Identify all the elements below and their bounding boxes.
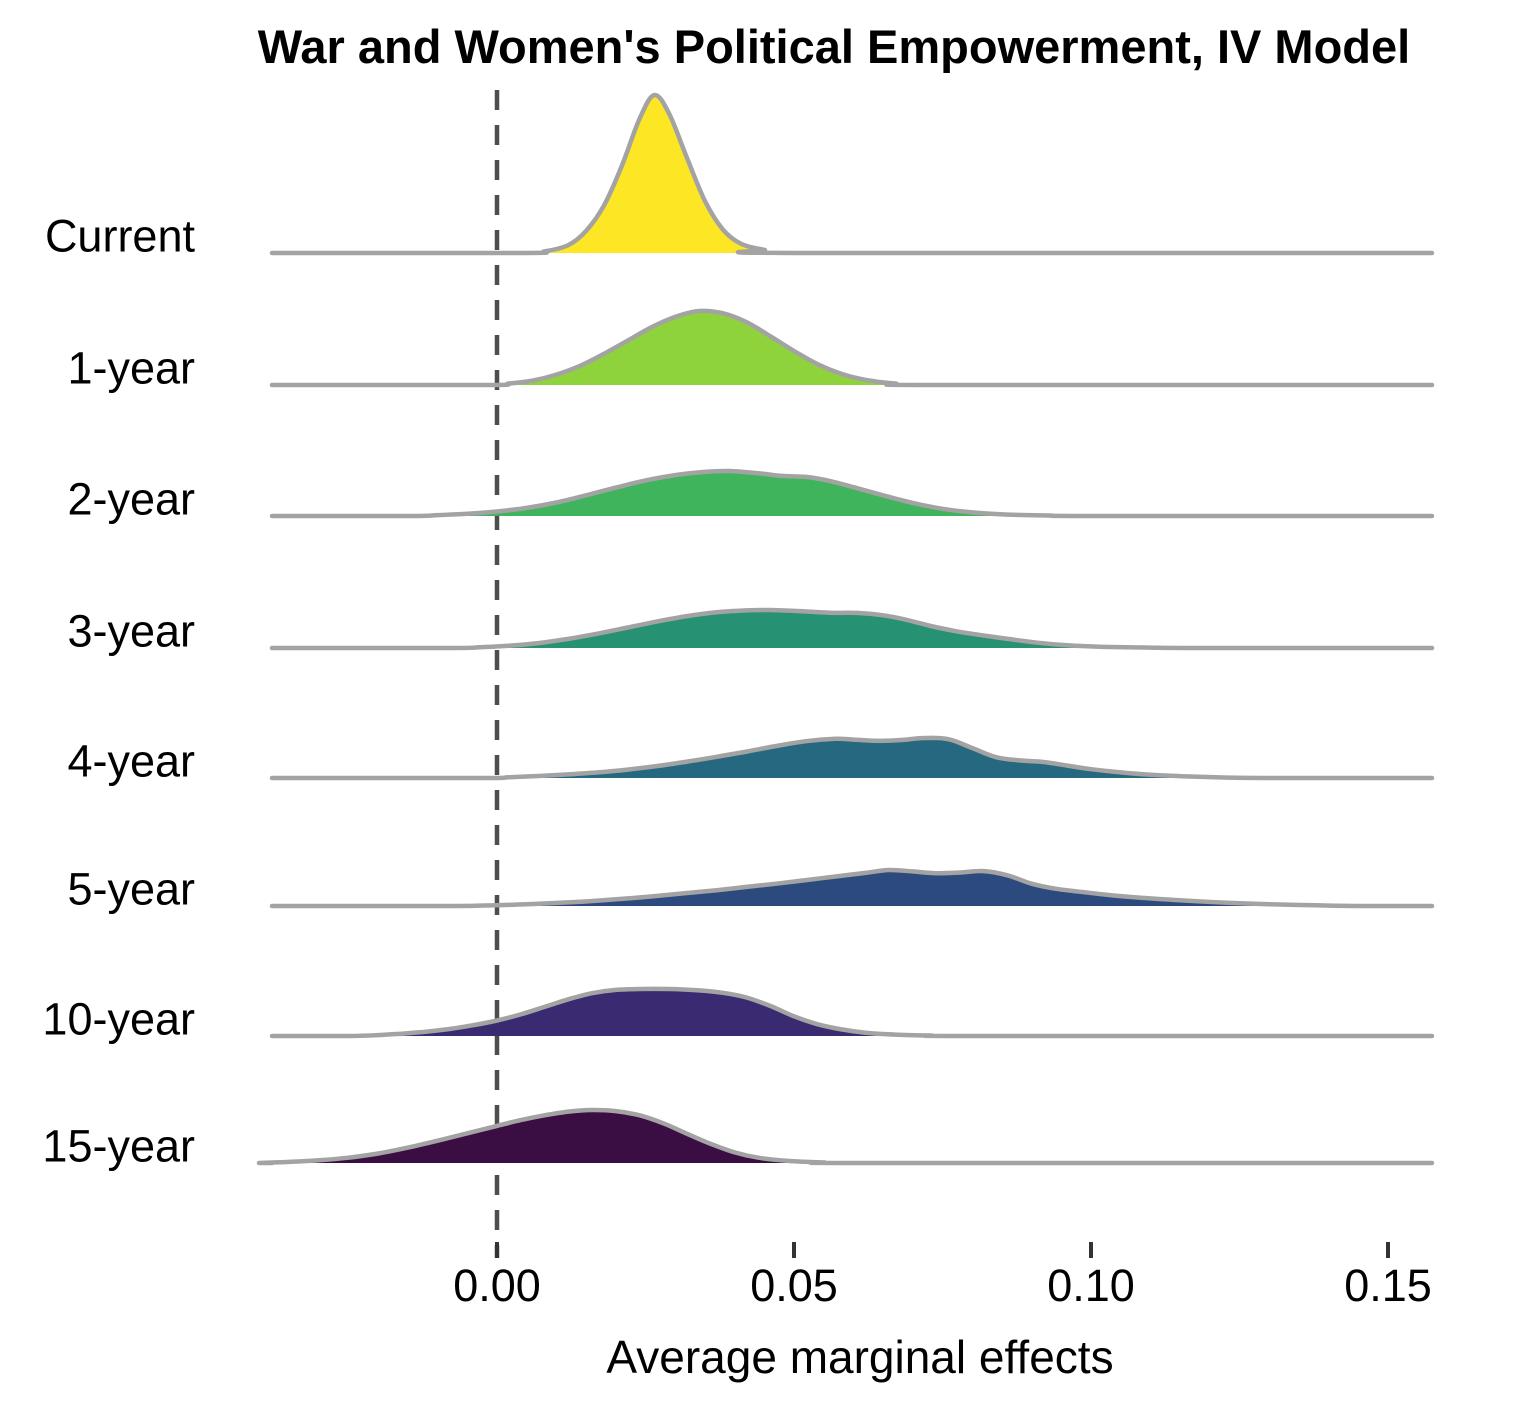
density-curve-current bbox=[269, 92, 1435, 256]
x-tick-label: 0.00 bbox=[453, 1260, 541, 1311]
row-label-4-year: 4-year bbox=[67, 736, 195, 787]
row-label-5-year: 5-year bbox=[67, 864, 195, 915]
x-tick-label: 0.05 bbox=[750, 1260, 838, 1311]
density-curve-2-year bbox=[269, 468, 1435, 519]
row-label-current: Current bbox=[45, 211, 196, 262]
x-tick-label: 0.15 bbox=[1344, 1260, 1432, 1311]
density-curve-4-year bbox=[269, 735, 1435, 781]
x-axis-group: 0.00 0.05 0.10 0.15 bbox=[453, 1242, 1432, 1311]
density-curve-10-year bbox=[269, 986, 1435, 1039]
row-label-2-year: 2-year bbox=[67, 474, 195, 525]
row-label-3-year: 3-year bbox=[67, 606, 195, 657]
row-label-15-year: 15-year bbox=[42, 1121, 195, 1172]
density-curve-5-year bbox=[269, 867, 1435, 909]
density-curve-3-year bbox=[269, 607, 1435, 651]
density-rows-group: Current 1-year 2-year 3-year 4-year 5-year 10-… bbox=[42, 92, 1435, 1172]
chart-title: War and Women's Political Empowerment, I… bbox=[258, 20, 1410, 73]
x-tick-label: 0.10 bbox=[1047, 1260, 1135, 1311]
row-label-10-year: 10-year bbox=[42, 994, 195, 1045]
density-curve-1-year bbox=[269, 308, 1435, 388]
density-curve-15-year bbox=[256, 1107, 1435, 1166]
row-label-1-year: 1-year bbox=[67, 343, 195, 394]
x-axis-label: Average marginal effects bbox=[606, 1331, 1113, 1383]
